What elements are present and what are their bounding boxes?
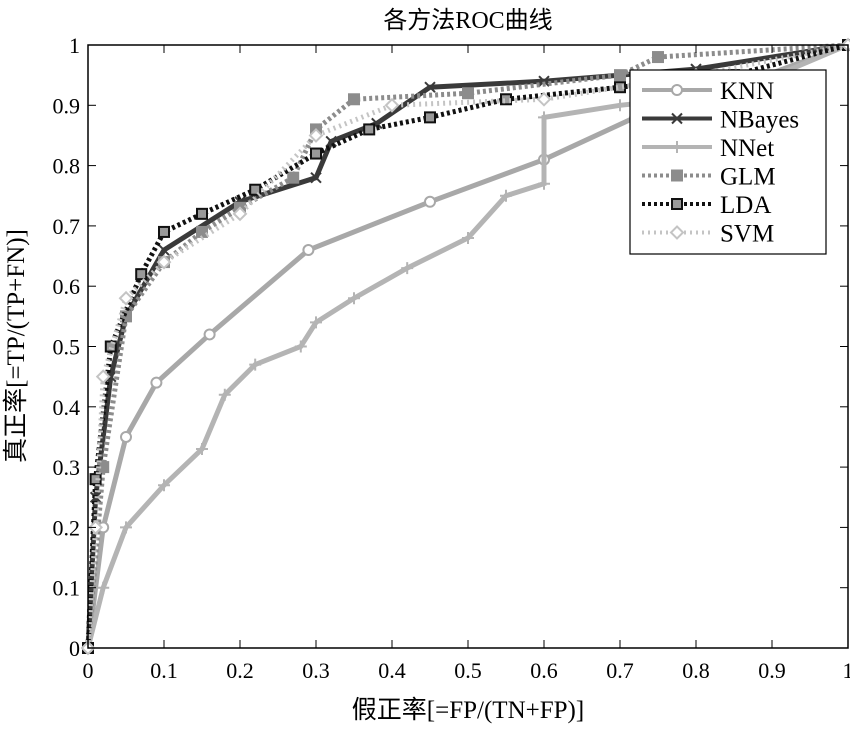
x-tick-label: 0.1 bbox=[150, 658, 178, 683]
data-point bbox=[288, 173, 298, 183]
y-tick-label: 0.7 bbox=[53, 214, 81, 239]
x-axis-label: 假正率[=FP/(TN+FP)] bbox=[352, 696, 584, 724]
data-point bbox=[615, 70, 625, 80]
legend-label: KNN bbox=[720, 78, 774, 105]
x-tick-label: 0.9 bbox=[758, 658, 786, 683]
data-point bbox=[197, 209, 207, 219]
data-point bbox=[349, 94, 359, 104]
data-point bbox=[197, 227, 207, 237]
y-tick-label: 0.5 bbox=[53, 335, 81, 360]
data-point bbox=[614, 99, 626, 111]
x-tick-label: 0.6 bbox=[530, 658, 558, 683]
data-point bbox=[311, 149, 321, 159]
y-tick-label: 0 bbox=[69, 636, 80, 661]
data-point bbox=[121, 432, 131, 442]
data-point bbox=[463, 88, 473, 98]
y-tick-label: 0.3 bbox=[53, 455, 81, 480]
x-tick-label: 0.2 bbox=[226, 658, 254, 683]
legend-marker bbox=[672, 199, 682, 209]
y-tick-label: 0.4 bbox=[53, 395, 81, 420]
data-point bbox=[303, 245, 313, 255]
y-axis-label: 真正率[=TP/(TP+FN)] bbox=[2, 229, 30, 463]
x-tick-label: 0.8 bbox=[682, 658, 710, 683]
data-point bbox=[151, 378, 161, 388]
legend-label: GLM bbox=[720, 164, 776, 191]
chart-title: 各方法ROC曲线 bbox=[383, 7, 552, 34]
data-point bbox=[425, 112, 435, 122]
data-point bbox=[538, 178, 550, 190]
data-point bbox=[425, 197, 435, 207]
y-tick-label: 0.9 bbox=[53, 93, 81, 118]
legend-label: NNet bbox=[720, 135, 774, 162]
data-point bbox=[159, 227, 169, 237]
y-tick-label: 0.6 bbox=[53, 274, 81, 299]
data-point bbox=[364, 124, 374, 134]
data-point bbox=[538, 111, 550, 123]
x-tick-label: 0.3 bbox=[302, 658, 330, 683]
y-tick-label: 0.2 bbox=[53, 515, 81, 540]
data-point bbox=[653, 52, 663, 62]
x-tick-label: 1 bbox=[843, 658, 850, 683]
x-tick-label: 0.7 bbox=[606, 658, 634, 683]
y-tick-label: 0.8 bbox=[53, 154, 81, 179]
y-tick-label: 1 bbox=[69, 33, 80, 58]
y-tick-label: 0.1 bbox=[53, 576, 81, 601]
x-tick-label: 0 bbox=[83, 658, 94, 683]
legend-marker bbox=[672, 85, 682, 95]
x-tick-label: 0.5 bbox=[454, 658, 482, 683]
legend-label: SVM bbox=[720, 221, 774, 248]
data-point bbox=[136, 269, 146, 279]
legend-label: NBayes bbox=[720, 107, 799, 134]
legend-label: LDA bbox=[720, 192, 771, 219]
x-tick-label: 0.4 bbox=[378, 658, 406, 683]
data-point bbox=[205, 329, 215, 339]
legend-marker bbox=[672, 171, 682, 181]
